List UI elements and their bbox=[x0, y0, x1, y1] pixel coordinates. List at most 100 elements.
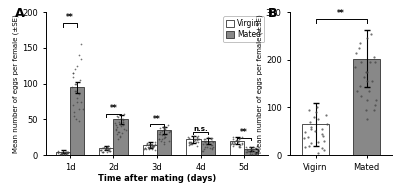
Point bbox=[72, 82, 78, 85]
Point bbox=[73, 118, 80, 121]
Point bbox=[74, 100, 80, 103]
Point bbox=[116, 120, 122, 123]
Point bbox=[103, 147, 109, 150]
Point bbox=[166, 131, 172, 134]
Point bbox=[190, 138, 197, 141]
Point bbox=[372, 104, 378, 107]
Point bbox=[229, 144, 236, 147]
Point bbox=[62, 151, 68, 154]
Point bbox=[253, 146, 260, 149]
Point bbox=[247, 151, 254, 154]
Point bbox=[192, 137, 198, 140]
Point bbox=[58, 153, 64, 156]
Point bbox=[159, 137, 165, 140]
Point bbox=[157, 132, 163, 135]
Point bbox=[65, 150, 72, 153]
Point bbox=[308, 142, 314, 145]
Point bbox=[146, 142, 152, 145]
Point bbox=[188, 141, 194, 144]
Point bbox=[141, 148, 148, 151]
Point bbox=[206, 141, 212, 144]
Point bbox=[148, 146, 154, 149]
Text: **: ** bbox=[110, 104, 117, 113]
Point bbox=[247, 152, 254, 155]
Point bbox=[54, 152, 61, 155]
Point bbox=[195, 138, 202, 141]
Point bbox=[116, 134, 123, 137]
Point bbox=[64, 151, 70, 154]
Point bbox=[114, 114, 120, 117]
Point bbox=[229, 138, 236, 141]
Point bbox=[312, 130, 318, 133]
Point bbox=[100, 146, 106, 149]
Point bbox=[252, 152, 258, 155]
Point bbox=[59, 152, 65, 155]
Point bbox=[162, 125, 168, 128]
Point bbox=[209, 144, 215, 147]
Point bbox=[116, 130, 122, 133]
Point bbox=[106, 147, 112, 150]
Point bbox=[123, 129, 129, 132]
Point bbox=[74, 96, 80, 99]
Point bbox=[248, 152, 255, 155]
Point bbox=[149, 146, 155, 149]
Point bbox=[373, 99, 379, 102]
Point bbox=[161, 142, 167, 145]
Point bbox=[369, 80, 375, 83]
Point bbox=[115, 131, 122, 134]
Point bbox=[106, 149, 113, 152]
Point bbox=[358, 94, 364, 97]
Point bbox=[187, 143, 194, 146]
Point bbox=[239, 136, 246, 139]
Point bbox=[70, 114, 77, 117]
Text: n.s.: n.s. bbox=[193, 126, 208, 132]
Point bbox=[242, 151, 249, 154]
Point bbox=[106, 149, 113, 152]
Point bbox=[253, 153, 260, 156]
Point bbox=[358, 61, 364, 64]
Point bbox=[149, 147, 156, 150]
Point bbox=[155, 138, 162, 141]
Point bbox=[63, 153, 69, 156]
Point bbox=[209, 139, 216, 142]
Point bbox=[356, 85, 363, 88]
Point bbox=[201, 138, 207, 141]
Point bbox=[186, 141, 192, 144]
Point bbox=[164, 124, 171, 127]
Point bbox=[229, 141, 236, 144]
Point bbox=[210, 145, 216, 148]
Point bbox=[142, 146, 148, 149]
Point bbox=[159, 129, 166, 132]
Point bbox=[64, 152, 70, 155]
Bar bbox=[143, 145, 157, 155]
Point bbox=[97, 149, 104, 152]
Point bbox=[61, 152, 68, 155]
Point bbox=[70, 104, 76, 107]
Point bbox=[324, 123, 330, 126]
Point bbox=[208, 136, 214, 139]
Point bbox=[105, 148, 111, 151]
Point bbox=[230, 140, 237, 143]
Point bbox=[63, 151, 69, 154]
Point bbox=[104, 146, 110, 149]
Point bbox=[71, 111, 77, 114]
Point bbox=[117, 136, 124, 139]
Point bbox=[195, 134, 202, 137]
Point bbox=[100, 150, 106, 153]
Point bbox=[142, 146, 148, 149]
Point bbox=[236, 145, 242, 148]
Point bbox=[371, 108, 378, 111]
Point bbox=[366, 61, 373, 64]
Point bbox=[63, 151, 70, 154]
Point bbox=[246, 146, 253, 149]
Point bbox=[102, 147, 109, 150]
Point bbox=[321, 139, 327, 142]
Point bbox=[245, 149, 251, 152]
Point bbox=[119, 124, 126, 127]
Point bbox=[209, 136, 216, 139]
Point bbox=[107, 149, 114, 152]
Point bbox=[354, 89, 360, 92]
Point bbox=[247, 150, 254, 153]
Point bbox=[234, 139, 240, 142]
Point bbox=[200, 139, 207, 142]
